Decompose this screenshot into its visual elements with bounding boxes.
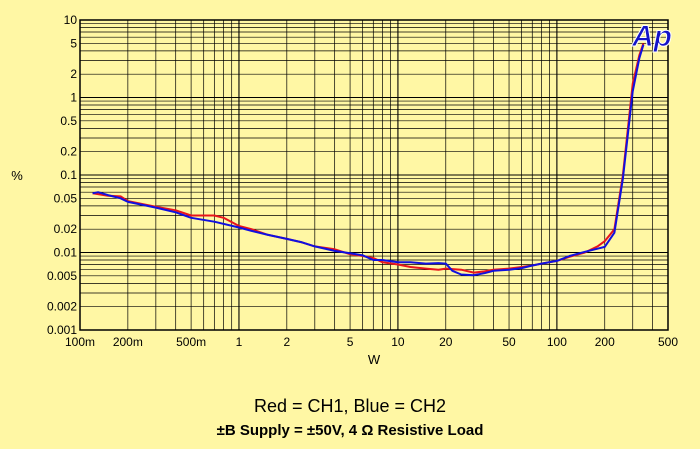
y-tick-label: 0.5 bbox=[60, 114, 77, 128]
y-tick-label: 0.001 bbox=[47, 323, 77, 337]
x-tick-label: 200 bbox=[595, 335, 615, 349]
x-tick-label: 100m bbox=[65, 335, 95, 349]
y-tick-label: 0.05 bbox=[54, 191, 78, 205]
y-tick-label: 5 bbox=[70, 36, 77, 50]
x-tick-label: 500 bbox=[658, 335, 678, 349]
y-tick-label: 1 bbox=[70, 91, 77, 105]
y-tick-labels: 10 5 2 1 0.5 0.2 0.1 0.05 0.02 0.01 0.005 0.002 0.00… bbox=[47, 13, 77, 337]
y-tick-label: 0.2 bbox=[60, 145, 77, 159]
x-axis-label: W bbox=[368, 352, 381, 367]
y-axis-label: % bbox=[11, 168, 23, 183]
x-tick-labels: 100m 200m 500m 1 2 5 10 20 50 100 200 500 bbox=[65, 335, 678, 349]
supply-caption: ±B Supply = ±50V, 4 Ω Resistive Load bbox=[216, 422, 484, 439]
series-layer bbox=[92, 42, 645, 277]
x-tick-label: 1 bbox=[236, 335, 243, 349]
y-tick-label: 0.005 bbox=[47, 269, 77, 283]
x-tick-label: 100 bbox=[547, 335, 567, 349]
x-tick-label: 500m bbox=[176, 335, 206, 349]
y-tick-label: 2 bbox=[70, 67, 77, 81]
x-tick-label: 5 bbox=[347, 335, 354, 349]
series-line-ch2 bbox=[92, 44, 645, 277]
y-tick-label: 0.1 bbox=[60, 168, 77, 182]
y-tick-label: 10 bbox=[64, 13, 78, 27]
grid bbox=[80, 20, 668, 330]
plot-frame bbox=[79, 19, 669, 331]
x-tick-label: 200m bbox=[113, 335, 143, 349]
y-tick-label: 0.02 bbox=[54, 222, 78, 236]
x-tick-label: 2 bbox=[283, 335, 290, 349]
y-tick-label: 0.01 bbox=[54, 246, 78, 260]
ap-logo: Ap bbox=[631, 20, 672, 53]
y-tick-label: 0.002 bbox=[47, 300, 77, 314]
x-tick-label: 50 bbox=[502, 335, 516, 349]
x-tick-label: 10 bbox=[391, 335, 405, 349]
legend-caption: Red = CH1, Blue = CH2 bbox=[253, 396, 447, 416]
x-tick-label: 20 bbox=[439, 335, 453, 349]
